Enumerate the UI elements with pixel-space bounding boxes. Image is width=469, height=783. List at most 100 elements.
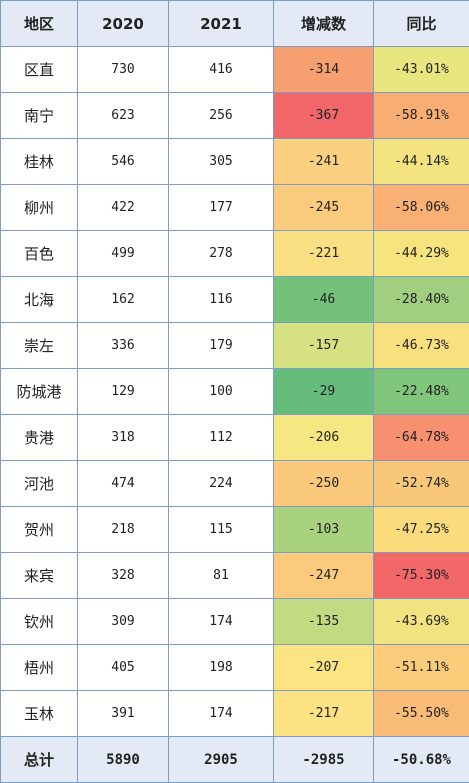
ratio-cell: -58.91% <box>373 92 469 139</box>
change-cell: -247 <box>273 552 374 599</box>
value-2021-cell: 174 <box>168 690 274 737</box>
change-cell: -157 <box>273 322 374 369</box>
value-2020-cell: 309 <box>77 598 169 645</box>
value-2021-cell: 224 <box>168 460 274 507</box>
ratio-cell: -46.73% <box>373 322 469 369</box>
region-cell: 区直 <box>0 46 78 93</box>
value-2020-cell: 546 <box>77 138 169 185</box>
total-change: -2985 <box>273 736 374 783</box>
table-row: 桂林 546 305 -241 -44.14% <box>0 138 469 185</box>
region-cell: 防城港 <box>0 368 78 415</box>
ratio-cell: -47.25% <box>373 506 469 553</box>
change-cell: -221 <box>273 230 374 277</box>
table-row: 南宁 623 256 -367 -58.91% <box>0 92 469 139</box>
table-row: 钦州 309 174 -135 -43.69% <box>0 598 469 645</box>
change-cell: -241 <box>273 138 374 185</box>
region-cell: 南宁 <box>0 92 78 139</box>
ratio-cell: -44.29% <box>373 230 469 277</box>
region-cell: 河池 <box>0 460 78 507</box>
value-2020-cell: 474 <box>77 460 169 507</box>
region-cell: 玉林 <box>0 690 78 737</box>
table-row: 百色 499 278 -221 -44.29% <box>0 230 469 277</box>
value-2020-cell: 422 <box>77 184 169 231</box>
change-cell: -207 <box>273 644 374 691</box>
region-cell: 钦州 <box>0 598 78 645</box>
region-cell: 来宾 <box>0 552 78 599</box>
total-ratio: -50.68% <box>373 736 469 783</box>
ratio-cell: -22.48% <box>373 368 469 415</box>
ratio-cell: -44.14% <box>373 138 469 185</box>
value-2020-cell: 405 <box>77 644 169 691</box>
region-cell: 百色 <box>0 230 78 277</box>
table-row: 防城港 129 100 -29 -22.48% <box>0 368 469 415</box>
ratio-cell: -55.50% <box>373 690 469 737</box>
header-ratio: 同比 <box>373 0 469 47</box>
ratio-cell: -64.78% <box>373 414 469 461</box>
change-cell: -135 <box>273 598 374 645</box>
value-2020-cell: 391 <box>77 690 169 737</box>
value-2021-cell: 174 <box>168 598 274 645</box>
value-2021-cell: 179 <box>168 322 274 369</box>
table-row: 柳州 422 177 -245 -58.06% <box>0 184 469 231</box>
change-cell: -245 <box>273 184 374 231</box>
value-2020-cell: 499 <box>77 230 169 277</box>
table-row: 贵港 318 112 -206 -64.78% <box>0 414 469 461</box>
value-2021-cell: 278 <box>168 230 274 277</box>
value-2021-cell: 116 <box>168 276 274 323</box>
table-row: 区直 730 416 -314 -43.01% <box>0 46 469 93</box>
table-row: 河池 474 224 -250 -52.74% <box>0 460 469 507</box>
ratio-cell: -52.74% <box>373 460 469 507</box>
total-2021: 2905 <box>168 736 274 783</box>
value-2021-cell: 81 <box>168 552 274 599</box>
value-2020-cell: 730 <box>77 46 169 93</box>
value-2021-cell: 416 <box>168 46 274 93</box>
table-row: 崇左 336 179 -157 -46.73% <box>0 322 469 369</box>
region-cell: 北海 <box>0 276 78 323</box>
ratio-cell: -43.01% <box>373 46 469 93</box>
total-label: 总计 <box>0 736 78 783</box>
value-2021-cell: 256 <box>168 92 274 139</box>
table-row: 北海 162 116 -46 -28.40% <box>0 276 469 323</box>
value-2020-cell: 129 <box>77 368 169 415</box>
ratio-cell: -75.30% <box>373 552 469 599</box>
table-row: 贺州 218 115 -103 -47.25% <box>0 506 469 553</box>
header-change: 增减数 <box>273 0 374 47</box>
header-2021: 2021 <box>168 0 274 47</box>
change-cell: -46 <box>273 276 374 323</box>
change-cell: -367 <box>273 92 374 139</box>
value-2021-cell: 112 <box>168 414 274 461</box>
header-region: 地区 <box>0 0 78 47</box>
change-cell: -250 <box>273 460 374 507</box>
value-2021-cell: 177 <box>168 184 274 231</box>
value-2021-cell: 305 <box>168 138 274 185</box>
value-2020-cell: 336 <box>77 322 169 369</box>
value-2020-cell: 162 <box>77 276 169 323</box>
change-cell: -217 <box>273 690 374 737</box>
value-2021-cell: 198 <box>168 644 274 691</box>
total-2020: 5890 <box>77 736 169 783</box>
value-2020-cell: 318 <box>77 414 169 461</box>
ratio-cell: -28.40% <box>373 276 469 323</box>
ratio-cell: -58.06% <box>373 184 469 231</box>
region-cell: 柳州 <box>0 184 78 231</box>
table-row: 来宾 328 81 -247 -75.30% <box>0 552 469 599</box>
value-2020-cell: 328 <box>77 552 169 599</box>
header-2020: 2020 <box>77 0 169 47</box>
value-2020-cell: 218 <box>77 506 169 553</box>
region-cell: 崇左 <box>0 322 78 369</box>
region-cell: 贺州 <box>0 506 78 553</box>
total-row: 总计 5890 2905 -2985 -50.68% <box>0 736 469 783</box>
region-cell: 梧州 <box>0 644 78 691</box>
table-row: 梧州 405 198 -207 -51.11% <box>0 644 469 691</box>
value-2020-cell: 623 <box>77 92 169 139</box>
change-cell: -206 <box>273 414 374 461</box>
ratio-cell: -43.69% <box>373 598 469 645</box>
change-cell: -103 <box>273 506 374 553</box>
table-row: 玉林 391 174 -217 -55.50% <box>0 690 469 737</box>
region-cell: 贵港 <box>0 414 78 461</box>
value-2021-cell: 100 <box>168 368 274 415</box>
change-cell: -314 <box>273 46 374 93</box>
change-cell: -29 <box>273 368 374 415</box>
ratio-cell: -51.11% <box>373 644 469 691</box>
